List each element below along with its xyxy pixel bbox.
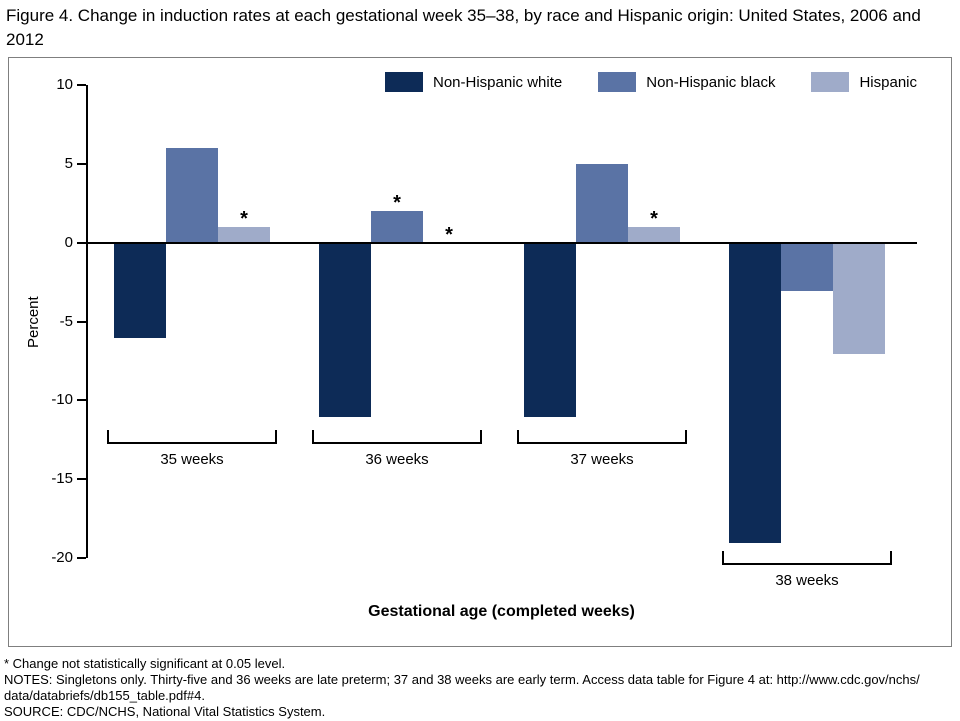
not-significant-asterisk: * bbox=[393, 192, 401, 215]
bar-non-hispanic-black-36-weeks bbox=[371, 211, 423, 243]
figure-title: Figure 4. Change in induction rates at e… bbox=[6, 6, 921, 49]
bar-non-hispanic-white-38-weeks bbox=[729, 243, 781, 544]
category-label-36-weeks: 36 weeks bbox=[365, 451, 429, 468]
bar-non-hispanic-black-37-weeks bbox=[576, 163, 628, 243]
y-axis-line bbox=[86, 85, 88, 559]
y-axis-title: Percent bbox=[25, 296, 42, 348]
category-label-35-weeks: 35 weeks bbox=[160, 451, 224, 468]
zero-baseline bbox=[86, 241, 917, 244]
category-bracket-37-weeks bbox=[517, 430, 687, 444]
bar-hispanic-35-weeks bbox=[218, 226, 270, 243]
legend-swatch-non-hispanic-black bbox=[598, 72, 637, 92]
footnote-line: SOURCE: CDC/NCHS, National Vital Statist… bbox=[4, 704, 326, 719]
not-significant-asterisk: * bbox=[240, 207, 248, 230]
plot-area: Non-Hispanic white Non-Hispanic black Hisp… bbox=[9, 58, 951, 646]
legend-swatch-non-hispanic-white bbox=[385, 72, 423, 92]
legend-label: Non-Hispanic white bbox=[433, 73, 563, 91]
category-label-37-weeks: 37 weeks bbox=[570, 451, 634, 468]
y-tick-mark bbox=[77, 557, 86, 560]
bar-non-hispanic-white-35-weeks bbox=[114, 243, 166, 339]
y-tick-label: -10 bbox=[51, 391, 73, 409]
y-tick-label: 0 bbox=[64, 233, 73, 251]
y-tick-mark bbox=[77, 84, 86, 86]
footnote-line: NOTES: Singletons only. Thirty-five and … bbox=[4, 672, 920, 687]
x-axis-title: Gestational age (completed weeks) bbox=[368, 603, 635, 620]
y-tick-mark bbox=[77, 320, 86, 323]
legend: Non-Hispanic white Non-Hispanic black Hisp… bbox=[385, 72, 917, 92]
legend-item-non-hispanic-white: Non-Hispanic white bbox=[385, 72, 562, 92]
legend-swatch-hispanic bbox=[811, 72, 850, 92]
bar-non-hispanic-black-35-weeks bbox=[166, 148, 218, 243]
not-significant-asterisk: * bbox=[650, 207, 658, 230]
chart-container: Non-Hispanic white Non-Hispanic black Hisp… bbox=[8, 57, 952, 647]
bar-non-hispanic-black-38-weeks bbox=[781, 243, 833, 291]
legend-item-hispanic: Hispanic bbox=[811, 72, 917, 92]
bar-non-hispanic-white-37-weeks bbox=[524, 243, 576, 418]
legend-label: Non-Hispanic black bbox=[646, 73, 776, 91]
bar-non-hispanic-white-36-weeks bbox=[319, 243, 371, 418]
y-tick-label: -20 bbox=[51, 549, 73, 567]
y-tick-mark bbox=[77, 241, 86, 244]
category-bracket-35-weeks bbox=[107, 430, 277, 444]
y-tick-mark bbox=[77, 162, 86, 165]
y-tick-mark bbox=[77, 399, 86, 402]
y-tick-label: -5 bbox=[59, 312, 73, 330]
bar-hispanic-37-weeks bbox=[628, 226, 680, 243]
category-label-38-weeks: 38 weeks bbox=[775, 572, 839, 589]
footnote-line: * Change not statistically significant a… bbox=[4, 656, 286, 671]
y-tick-mark bbox=[77, 478, 86, 481]
legend-label: Hispanic bbox=[859, 73, 917, 91]
y-tick-label: -15 bbox=[51, 470, 73, 488]
y-tick-label: 5 bbox=[64, 154, 73, 172]
footnote-line: data/databriefs/db155_table.pdf#4. bbox=[4, 688, 205, 703]
category-bracket-38-weeks bbox=[722, 551, 892, 565]
legend-item-non-hispanic-black: Non-Hispanic black bbox=[598, 72, 775, 92]
y-tick-label: 10 bbox=[56, 76, 73, 93]
not-significant-asterisk: * bbox=[445, 223, 453, 246]
bar-hispanic-38-weeks bbox=[833, 243, 885, 355]
footnotes: * Change not statistically significant a… bbox=[4, 656, 956, 720]
category-bracket-36-weeks bbox=[312, 430, 482, 444]
